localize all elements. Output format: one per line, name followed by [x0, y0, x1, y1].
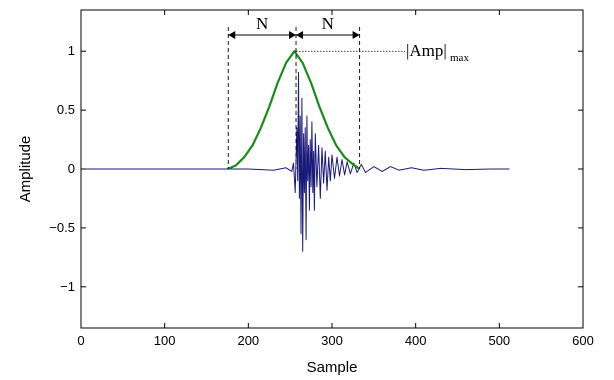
envelope-line — [226, 50, 361, 171]
arrow-head — [296, 31, 304, 39]
y-tick-label: 1 — [68, 43, 75, 58]
x-tick-label: 300 — [321, 333, 343, 348]
y-tick-label: 0.5 — [57, 102, 75, 117]
series-layer — [81, 50, 510, 252]
x-tick-label: 200 — [237, 333, 259, 348]
y-axis-title: Amplitude — [17, 136, 34, 203]
x-tick-label: 100 — [154, 333, 176, 348]
x-axis-title: Sample — [307, 359, 358, 376]
annotation-layer: N N |Amp| max — [227, 14, 469, 169]
amp-max-label: |Amp| — [406, 41, 447, 60]
y-tick-label: −0.5 — [49, 220, 75, 235]
arrow-head — [228, 31, 236, 39]
n-left-label: N — [256, 14, 268, 33]
tick-layer: 0 100 200 300 400 500 600 −1 −0.5 0 0.5 1 — [49, 10, 594, 348]
x-tick-label: 0 — [77, 333, 84, 348]
n-right-label: N — [322, 14, 334, 33]
x-tick-label: 400 — [405, 333, 427, 348]
y-tick-label: 0 — [68, 161, 75, 176]
x-tick-label: 500 — [488, 333, 510, 348]
arrow-head — [289, 31, 297, 39]
x-tick-label: 600 — [572, 333, 594, 348]
y-tick-label: −1 — [60, 279, 75, 294]
amp-max-subscript: max — [450, 52, 469, 64]
arrow-head — [352, 31, 360, 39]
signal-line — [81, 71, 510, 252]
